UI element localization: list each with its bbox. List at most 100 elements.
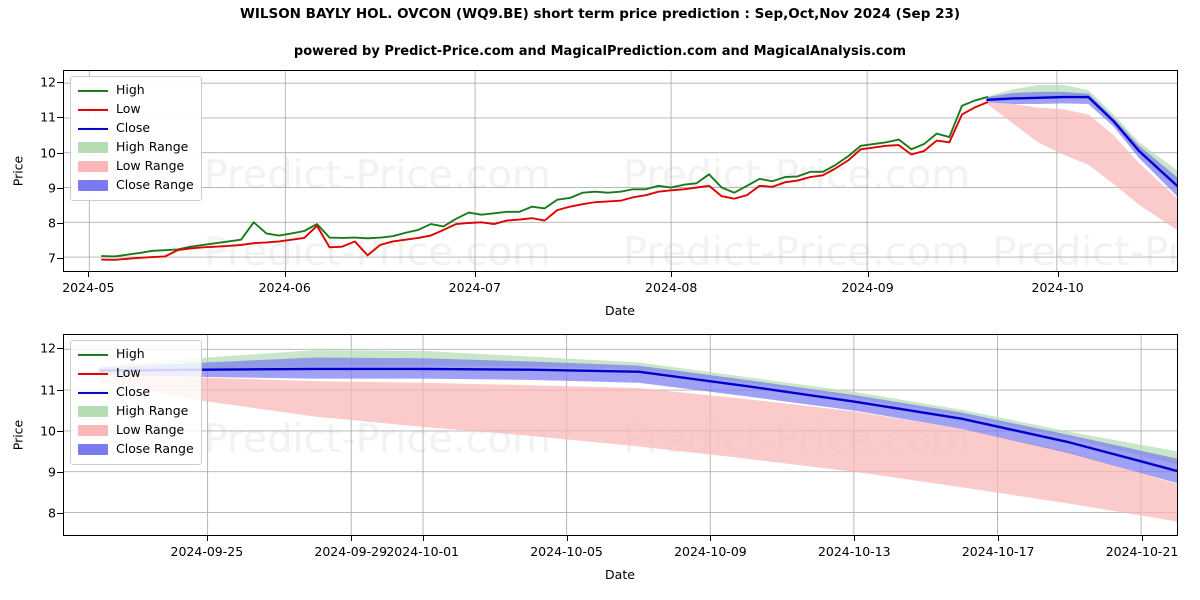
x-tick-mark: [671, 272, 673, 277]
overview-x-tick-label: 2024-10: [1031, 280, 1084, 295]
forecast-legend-item: Low Range: [78, 421, 194, 440]
overview-y-tick-label: 7: [48, 250, 56, 266]
legend-label: High Range: [116, 139, 189, 155]
legend-swatch-icon: [78, 406, 108, 417]
overview-band-low-range: [987, 102, 1177, 230]
legend-swatch-icon: [78, 123, 108, 135]
forecast-x-tick-label: 2024-09-29: [314, 544, 388, 559]
overview-legend-item: Low Range: [78, 157, 194, 176]
x-tick-mark: [1057, 272, 1059, 277]
overview-legend-item: High: [78, 81, 194, 100]
overview-x-tick-label: 2024-06: [258, 280, 311, 295]
y-tick-mark: [57, 152, 63, 154]
overview-chart-panel: Predict-Price.com Predict-Price.com Predic…: [63, 70, 1178, 272]
x-tick-mark: [88, 272, 90, 277]
y-tick-mark: [57, 472, 63, 474]
overview-legend-item: Close: [78, 119, 194, 138]
legend-swatch-icon: [78, 349, 108, 361]
page-title: WILSON BAYLY HOL. OVCON (WQ9.BE) short t…: [239, 6, 961, 22]
legend-label: High Range: [116, 403, 189, 419]
legend-label: Low: [116, 365, 141, 381]
y-tick-mark: [57, 222, 63, 224]
overview-x-axis-label: Date: [605, 303, 635, 318]
overview-legend-item: Low: [78, 100, 194, 119]
forecast-x-tick-label: 2024-10-09: [674, 544, 747, 559]
x-tick-mark: [206, 536, 208, 541]
legend-swatch-icon: [78, 368, 108, 380]
legend-label: Close Range: [116, 177, 194, 193]
forecast-legend-item: Close: [78, 383, 194, 402]
overview-chart-plot: Predict-Price.com Predict-Price.com Predic…: [64, 71, 1177, 271]
legend-swatch-icon: [78, 85, 108, 97]
forecast-y-tick-label: 11: [40, 382, 56, 398]
forecast-band-low-range: [99, 373, 1177, 522]
legend-swatch-icon: [78, 104, 108, 116]
x-tick-mark: [1142, 536, 1144, 541]
x-tick-mark: [854, 536, 856, 541]
forecast-y-axis-label: Price: [10, 419, 26, 451]
forecast-x-tick-label: 2024-09-25: [170, 544, 244, 559]
forecast-band-high-range: [99, 350, 1177, 465]
y-tick-mark: [57, 257, 63, 259]
x-tick-mark: [284, 272, 286, 277]
overview-legend-item: Close Range: [78, 176, 194, 195]
overview-y-tick-label: 12: [40, 74, 56, 90]
legend-swatch-icon: [78, 180, 108, 191]
y-tick-mark: [57, 82, 63, 84]
legend-label: High: [116, 82, 145, 98]
forecast-legend-item: Close Range: [78, 440, 194, 459]
forecast-y-tick-label: 12: [40, 340, 56, 356]
x-tick-mark: [350, 536, 352, 541]
legend-swatch-icon: [78, 142, 108, 153]
overview-line-high: [100, 96, 989, 258]
watermark-text: Predict-Price.com: [623, 229, 970, 271]
x-tick-mark: [422, 536, 424, 541]
forecast-y-tick-label: 8: [48, 505, 56, 521]
legend-swatch-icon: [78, 161, 108, 172]
x-tick-mark: [867, 272, 869, 277]
overview-y-tick-label: 11: [40, 109, 56, 125]
y-tick-mark: [57, 348, 63, 350]
forecast-line-close: [98, 367, 1177, 473]
legend-label: Low: [116, 101, 141, 117]
overview-line-low: [100, 101, 989, 261]
legend-label: High: [116, 346, 145, 362]
forecast-legend: High Low Close High Range Low Range Close Ran…: [70, 340, 202, 465]
forecast-x-tick-label: 2024-10-17: [961, 544, 1035, 559]
y-tick-mark: [57, 187, 63, 189]
overview-line-close: [986, 95, 1177, 187]
legend-label: Close: [116, 384, 151, 400]
y-tick-mark: [57, 430, 63, 432]
page-subtitle: powered by Predict-Price.com and Magical…: [293, 44, 907, 59]
forecast-y-tick-label: 10: [40, 423, 56, 439]
overview-x-tick-label: 2024-07: [448, 280, 501, 295]
overview-x-tick-label: 2024-09: [841, 280, 894, 295]
legend-label: Low Range: [116, 158, 185, 174]
overview-legend-item: High Range: [78, 138, 194, 157]
forecast-legend-item: Low: [78, 364, 194, 383]
overview-y-tick-label: 9: [48, 180, 56, 196]
legend-swatch-icon: [78, 425, 108, 436]
y-tick-mark: [57, 389, 63, 391]
forecast-x-tick-label: 2024-10-21: [1105, 544, 1179, 559]
forecast-legend-item: High Range: [78, 402, 194, 421]
watermark-text: Predict-Price.com: [204, 229, 551, 271]
overview-y-axis-label: Price: [10, 155, 26, 187]
x-tick-mark: [710, 536, 712, 541]
y-tick-mark: [57, 117, 63, 119]
forecast-y-tick-label: 9: [48, 464, 56, 480]
watermark-text: Predict-Price.com: [992, 229, 1177, 271]
x-tick-mark: [566, 536, 568, 541]
legend-label: Close: [116, 120, 151, 136]
forecast-x-tick-label: 2024-10-01: [386, 544, 459, 559]
legend-swatch-icon: [78, 444, 108, 455]
overview-x-tick-label: 2024-08: [645, 280, 698, 295]
forecast-x-tick-label: 2024-10-13: [817, 544, 891, 559]
overview-y-tick-label: 10: [40, 145, 56, 161]
forecast-x-axis-label: Date: [605, 567, 635, 582]
forecast-x-tick-label: 2024-10-05: [530, 544, 603, 559]
overview-band-close-range: [987, 91, 1177, 197]
legend-swatch-icon: [78, 387, 108, 399]
